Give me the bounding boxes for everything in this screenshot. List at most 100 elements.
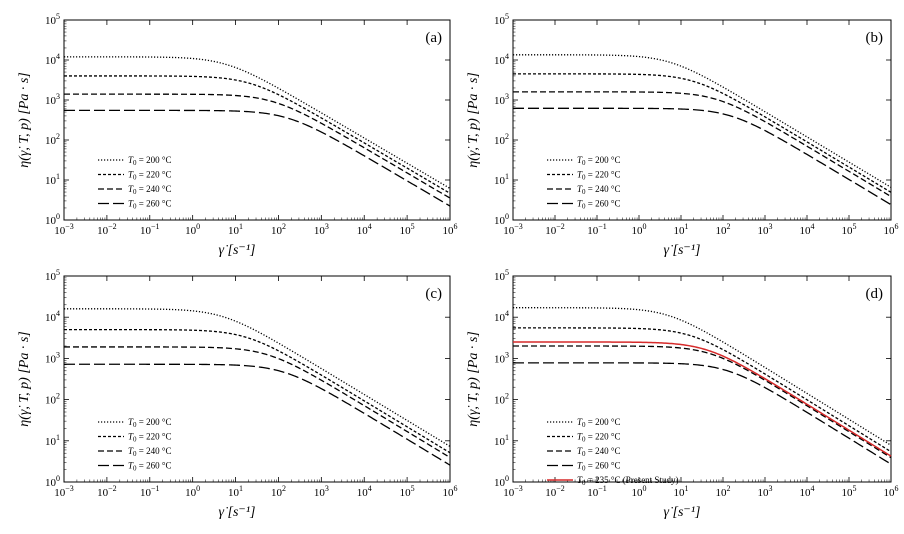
series-line-2 [64,328,451,454]
series-line-4 [64,109,451,207]
x-tick-label: 105 [400,222,415,237]
chart-panel-3: 10−3 10−2 10−1 100 101 102 103 104 105 106 100 101 1… [17,268,458,520]
legend-entry: T0 = 260 °C [128,199,171,211]
series-line-1 [513,307,892,446]
y-tick-label: 101 [45,172,60,187]
y-tick-label: 100 [45,474,60,489]
series-line-1 [513,54,892,188]
x-tick-label: 100 [632,484,647,499]
y-axis-label: η(γ̇, T, p) [Pa · s] [17,331,32,426]
series-line-5 [513,341,892,457]
legend-entry: T0 = 260 °C [128,461,171,473]
y-tick-label: 100 [494,212,509,227]
legend-entry: T0 = 240 °C [128,446,171,458]
x-tick-label: 105 [842,484,857,499]
x-tick-label: 104 [800,222,815,237]
x-tick-label: 102 [716,222,731,237]
y-tick-label: 101 [45,433,60,448]
x-tick-label: 100 [185,222,200,237]
legend-entry: T0 = 200 °C [577,417,620,429]
series-line-3 [64,346,451,459]
y-tick-label: 101 [494,433,509,448]
legend-entry: T0 = 220 °C [128,432,171,444]
x-tick-label: 10−2 [545,484,565,499]
y-tick-label: 103 [45,350,60,365]
x-tick-label: 10−2 [97,484,117,499]
series-line-3 [64,93,451,199]
x-tick-label: 106 [443,222,458,237]
legend-entry: T0 = 220 °C [577,432,620,444]
x-axis-label: γ̇ [s⁻¹] [219,505,256,520]
series-line-4 [64,363,451,466]
x-tick-label: 105 [842,222,857,237]
x-tick-label: 106 [884,484,899,499]
y-tick-label: 104 [494,309,509,324]
series-line-3 [513,345,892,459]
panel-label: (a) [425,30,442,46]
x-tick-label: 100 [632,222,647,237]
x-tick-label: 104 [357,222,372,237]
y-tick-label: 104 [494,52,509,67]
series-line-2 [513,327,892,453]
series-line-1 [64,56,451,189]
x-axis-label: γ̇ [s⁻¹] [664,243,701,258]
x-tick-label: 101 [674,222,689,237]
y-tick-label: 102 [45,132,60,147]
x-tick-label: 10−1 [140,484,160,499]
x-tick-label: 10−1 [587,484,607,499]
y-tick-label: 102 [45,392,60,407]
chart-panel-2: 10−3 10−2 10−1 100 101 102 103 104 105 106 100 101 1… [466,12,899,258]
y-axis-label: η(γ̇, T, p) [Pa · s] [17,72,32,167]
chart-panel-1: 10−3 10−2 10−1 100 101 102 103 104 105 106 100 101 1… [17,12,458,258]
x-tick-label: 102 [271,222,286,237]
panel-label: (d) [866,286,884,302]
x-tick-label: 103 [314,222,329,237]
plot-frame [63,19,451,221]
x-tick-label: 103 [314,484,329,499]
chart-panel-4: 10−3 10−2 10−1 100 101 102 103 104 105 106 100 101 1… [466,268,899,520]
y-tick-label: 105 [45,12,60,27]
plot-frame [512,275,892,483]
x-tick-label: 104 [800,484,815,499]
x-tick-label: 106 [884,222,899,237]
x-axis-label: γ̇ [s⁻¹] [219,243,256,258]
x-tick-label: 10−1 [587,222,607,237]
x-axis-label: γ̇ [s⁻¹] [664,505,701,520]
legend-entry: T0 = 240 °C [577,446,620,458]
x-tick-label: 101 [228,484,243,499]
y-tick-label: 105 [494,268,509,283]
x-tick-label: 102 [716,484,731,499]
series-line-4 [513,107,892,206]
y-tick-label: 103 [494,350,509,365]
legend-entry: T0 = 240 °C [128,184,171,196]
x-tick-label: 103 [758,222,773,237]
legend-entry: T0 = 240 °C [577,184,620,196]
x-tick-label: 101 [674,484,689,499]
x-tick-label: 10−3 [503,222,523,237]
legend-entry: T0 = 260 °C [577,461,620,473]
y-axis-label: η(γ̇, T, p) [Pa · s] [466,331,481,426]
y-tick-label: 102 [494,132,509,147]
x-tick-label: 105 [400,484,415,499]
x-tick-label: 10−3 [54,222,74,237]
x-tick-label: 10−1 [140,222,160,237]
legend-entry: T0 = 220 °C [577,170,620,182]
y-tick-label: 105 [45,268,60,283]
plot-frame [512,19,892,221]
panel-label: (b) [866,30,884,46]
y-tick-label: 104 [45,309,60,324]
x-tick-label: 10−2 [97,222,117,237]
y-tick-label: 105 [494,12,509,27]
legend-entry: T0 = 200 °C [128,155,171,167]
y-tick-label: 101 [494,172,509,187]
series-line-2 [513,73,892,193]
x-tick-label: 103 [758,484,773,499]
x-tick-label: 104 [357,484,372,499]
legend-entry: T0 = 220 °C [128,170,171,182]
x-tick-label: 10−3 [54,484,74,499]
series-line-4 [513,362,892,465]
y-tick-label: 102 [494,392,509,407]
y-tick-label: 100 [494,474,509,489]
